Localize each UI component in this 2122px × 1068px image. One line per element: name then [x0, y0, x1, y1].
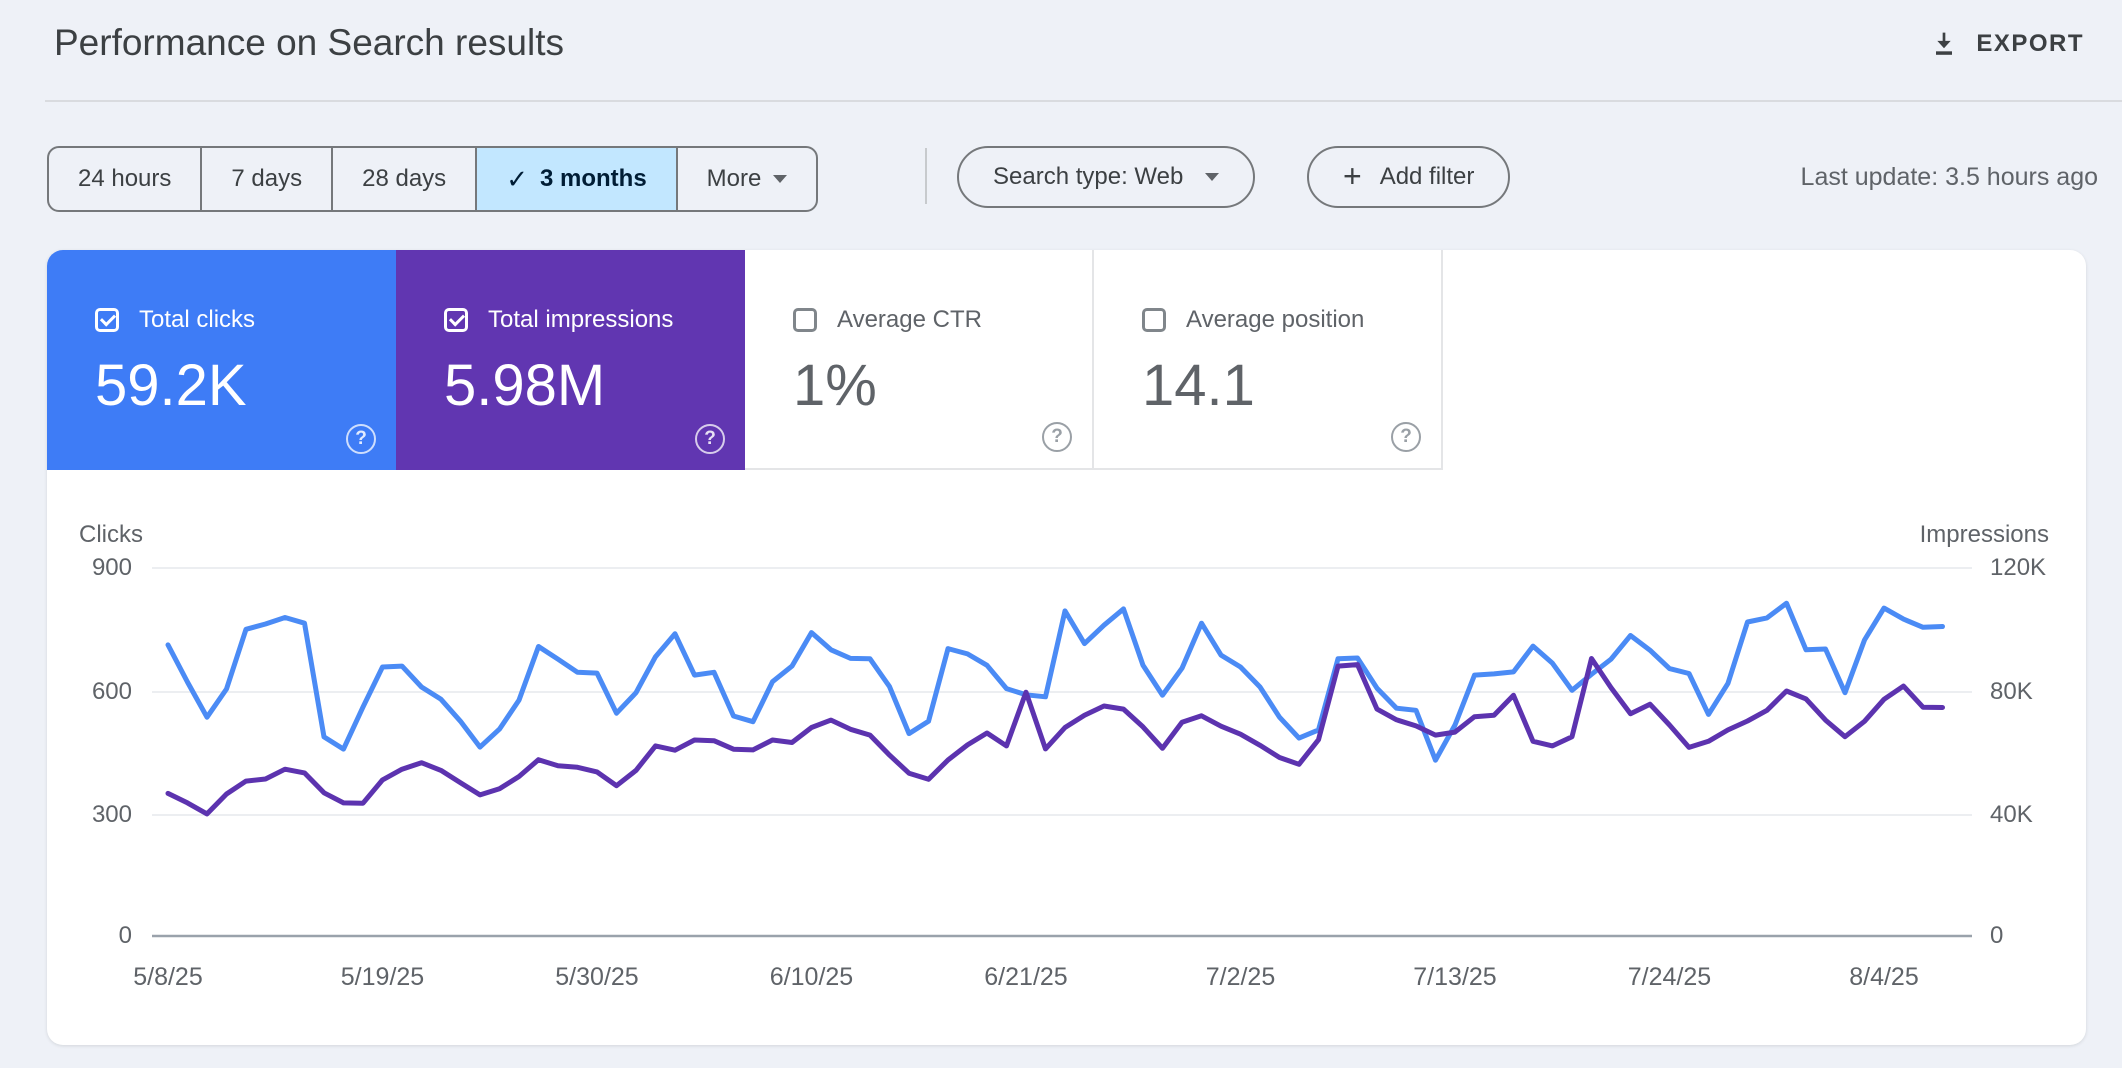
checkbox-checked-icon[interactable] [95, 308, 119, 332]
page-title: Performance on Search results [54, 22, 565, 63]
date-range-28-days[interactable]: 28 days [331, 148, 475, 210]
y-axis-tick-left: 300 [91, 801, 132, 828]
date-range-label: 7 days [231, 165, 303, 192]
left-axis-title: Clicks [79, 521, 143, 548]
right-axis-title: Impressions [1919, 521, 2049, 548]
download-icon [1928, 28, 1960, 60]
y-axis-tick-right: 80K [1990, 678, 2033, 705]
x-axis-tick: 8/4/25 [1849, 963, 1919, 991]
x-axis-tick: 7/13/25 [1413, 963, 1497, 991]
chevron-down-icon [773, 175, 788, 183]
metric-label: Total clicks [139, 306, 256, 333]
date-range-7-days[interactable]: 7 days [200, 148, 331, 210]
metric-value: 1% [793, 353, 877, 418]
header-divider [45, 100, 2122, 102]
metric-cards: Total clicks 59.2K ? Total impressions 5… [47, 250, 1443, 470]
checkbox-unchecked-icon[interactable] [1142, 308, 1166, 332]
help-icon[interactable]: ? [346, 424, 376, 454]
metric-value: 14.1 [1142, 353, 1255, 418]
metric-value: 5.98M [444, 353, 606, 418]
help-icon[interactable]: ? [695, 424, 725, 454]
metric-card-total-impressions[interactable]: Total impressions 5.98M ? [396, 250, 745, 470]
y-axis-tick-right: 40K [1990, 801, 2033, 828]
toolbar-separator [925, 148, 927, 204]
y-axis-tick-right: 0 [1990, 922, 2004, 949]
date-range-control: 24 hours 7 days 28 days ✓ 3 months More [47, 146, 819, 212]
series-line-impressions [165, 656, 1945, 817]
toolbar: 24 hours 7 days 28 days ✓ 3 months More … [47, 146, 2098, 212]
x-axis-tick: 5/19/25 [340, 963, 425, 991]
x-axis-tick: 6/10/25 [769, 963, 854, 991]
add-filter-button[interactable]: + Add filter [1307, 146, 1511, 208]
x-axis-tick: 5/30/25 [555, 963, 639, 991]
help-icon[interactable]: ? [1042, 422, 1072, 452]
export-label: EXPORT [1976, 30, 2084, 57]
y-axis-tick-left: 0 [118, 922, 132, 949]
plus-icon: + [1343, 157, 1362, 194]
performance-line-chart[interactable] [152, 540, 1972, 960]
x-axis-tick: 7/2/25 [1205, 963, 1276, 991]
y-axis-tick-left: 900 [91, 554, 132, 581]
date-range-label: More [706, 165, 762, 192]
date-range-label: 28 days [362, 165, 447, 192]
metric-label: Total impressions [488, 306, 674, 333]
metric-card-average-position[interactable]: Average position 14.1 ? [1094, 250, 1443, 470]
x-axis-tick: 7/24/25 [1627, 963, 1712, 991]
last-update-text: Last update: 3.5 hours ago [1800, 162, 2098, 191]
help-icon[interactable]: ? [1391, 422, 1421, 452]
chevron-down-icon [1205, 173, 1220, 181]
date-range-label: 3 months [539, 165, 647, 192]
y-axis-tick-right: 120K [1990, 554, 2047, 581]
checkbox-unchecked-icon[interactable] [793, 308, 817, 332]
metric-label: Average CTR [837, 306, 982, 333]
metric-label: Average position [1186, 306, 1365, 333]
metric-value: 59.2K [95, 353, 247, 418]
search-type-label: Search type: Web [993, 163, 1184, 190]
x-axis-tick: 5/8/25 [133, 963, 203, 991]
date-range-more[interactable]: More [675, 148, 817, 210]
checkbox-checked-icon[interactable] [444, 308, 468, 332]
metric-card-total-clicks[interactable]: Total clicks 59.2K ? [47, 250, 396, 470]
performance-panel: Total clicks 59.2K ? Total impressions 5… [47, 250, 2086, 1045]
checkmark-icon: ✓ [506, 164, 528, 194]
x-axis-tick: 6/21/25 [984, 963, 1068, 991]
date-range-3-months[interactable]: ✓ 3 months [475, 148, 676, 210]
series-line-clicks [165, 600, 1945, 763]
export-button[interactable]: EXPORT [1918, 18, 2094, 70]
search-type-filter[interactable]: Search type: Web [957, 146, 1256, 208]
metric-card-average-ctr[interactable]: Average CTR 1% ? [745, 250, 1094, 470]
date-range-24-hours[interactable]: 24 hours [49, 148, 200, 210]
add-filter-label: Add filter [1379, 163, 1475, 190]
date-range-label: 24 hours [78, 165, 172, 192]
y-axis-tick-left: 600 [91, 678, 132, 705]
